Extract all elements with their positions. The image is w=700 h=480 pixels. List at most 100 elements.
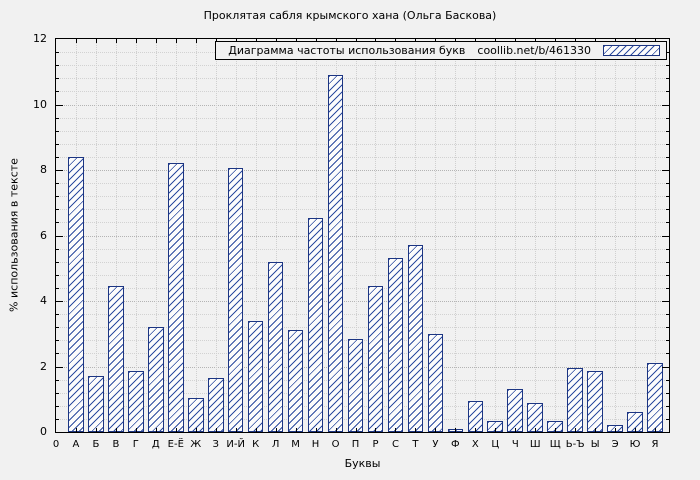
bar-П xyxy=(347,338,364,432)
x-tick xyxy=(195,428,197,432)
bar-С xyxy=(387,258,404,432)
v-gridline xyxy=(635,39,637,432)
x-tick-label: Л xyxy=(271,439,280,450)
x-tick xyxy=(335,428,337,432)
h-gridline xyxy=(56,196,669,198)
x-tick xyxy=(255,428,257,432)
h-gridline xyxy=(56,209,669,211)
y-tick xyxy=(666,52,669,54)
y-tick xyxy=(666,418,669,420)
y-tick xyxy=(56,287,59,289)
y-tick xyxy=(56,353,59,355)
y-tick xyxy=(56,301,63,302)
bar-Ь-Ъ xyxy=(567,368,583,432)
h-gridline xyxy=(56,248,669,250)
h-gridline xyxy=(56,183,669,185)
h-gridline xyxy=(56,222,669,224)
y-tick xyxy=(56,235,63,237)
y-tick xyxy=(56,418,59,420)
h-gridline xyxy=(56,235,669,237)
x-tick xyxy=(455,428,457,432)
h-gridline xyxy=(56,143,669,145)
legend-series-label: Диаграмма частоты использования букв xyxy=(228,44,466,57)
x-tick xyxy=(95,428,97,432)
x-tick xyxy=(375,428,377,432)
x-tick-label: О xyxy=(331,439,340,450)
y-tick xyxy=(56,104,63,106)
bar-И-Й xyxy=(227,168,244,432)
y-tick xyxy=(56,209,59,211)
x-tick xyxy=(95,39,97,43)
bar-К xyxy=(247,320,264,432)
y-tick xyxy=(662,170,669,171)
x-tick-label: А xyxy=(72,439,80,450)
x-tick-label: Щ xyxy=(549,439,561,450)
x-tick xyxy=(295,428,297,432)
v-gridline xyxy=(395,39,397,432)
x-tick-label: Ы xyxy=(590,439,600,450)
y-tick xyxy=(666,248,669,250)
y-tick-label: 4 xyxy=(40,294,47,307)
bar-А xyxy=(68,156,84,432)
y-tick-label: 12 xyxy=(33,32,47,45)
v-gridline xyxy=(655,39,657,432)
x-tick xyxy=(135,428,137,432)
bar-Л xyxy=(267,261,284,432)
x-tick xyxy=(315,428,317,432)
x-tick xyxy=(155,39,157,43)
h-gridline xyxy=(56,104,669,106)
y-tick xyxy=(666,379,669,381)
y-tick xyxy=(666,274,669,276)
y-tick xyxy=(666,405,669,407)
y-tick xyxy=(56,65,59,67)
x-tick xyxy=(535,428,537,432)
v-gridline xyxy=(415,39,417,432)
y-tick xyxy=(56,183,59,185)
x-tick xyxy=(75,428,77,432)
x-tick xyxy=(75,39,77,43)
v-gridline xyxy=(255,39,257,432)
y-tick xyxy=(666,130,669,132)
x-tick-label: Х xyxy=(471,439,479,450)
x-tick-label: Ш xyxy=(529,439,541,450)
x-tick-label: М xyxy=(291,439,300,450)
h-gridline xyxy=(56,314,669,316)
y-tick xyxy=(56,222,59,224)
y-tick xyxy=(56,196,59,198)
x-tick xyxy=(655,428,657,432)
x-tick-label-origin: 0 xyxy=(52,439,60,450)
x-tick xyxy=(395,428,397,432)
v-gridline xyxy=(195,39,197,432)
x-tick-label: Г xyxy=(132,439,139,450)
bar-З xyxy=(207,377,224,432)
y-tick xyxy=(662,301,669,302)
x-tick xyxy=(155,428,157,432)
v-gridline xyxy=(555,39,557,432)
x-tick xyxy=(355,428,357,432)
bar-Н xyxy=(307,217,324,432)
x-tick-label: Ф xyxy=(451,439,460,450)
bar-Ы xyxy=(587,371,603,432)
h-gridline xyxy=(56,78,669,80)
x-tick-label: Н xyxy=(311,439,320,450)
x-tick xyxy=(135,39,137,43)
y-tick xyxy=(56,117,59,119)
x-tick-label: П xyxy=(351,439,360,450)
x-tick-label: Ж xyxy=(190,439,202,450)
v-gridline xyxy=(375,39,377,432)
y-tick xyxy=(666,117,669,119)
chart-title: Проклятая сабля крымского хана (Ольга Ба… xyxy=(203,9,497,22)
y-tick xyxy=(666,183,669,185)
v-gridline xyxy=(215,39,217,432)
v-gridline xyxy=(575,39,577,432)
legend-hatch-swatch xyxy=(603,45,660,56)
bar-Е-Ё xyxy=(168,163,184,432)
y-tick-label: 2 xyxy=(40,359,47,373)
h-gridline xyxy=(56,117,669,119)
y-tick xyxy=(56,274,59,276)
y-tick xyxy=(666,314,669,316)
legend: Диаграмма частоты использования букв coo… xyxy=(215,41,667,60)
v-gridline xyxy=(475,39,477,432)
y-tick xyxy=(56,248,59,250)
